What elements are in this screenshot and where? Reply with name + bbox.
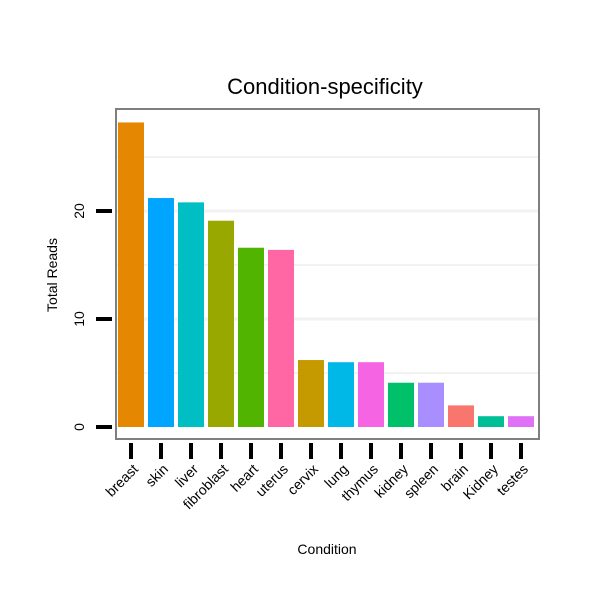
y-axis-label: Total Reads [44,238,60,312]
bar-testes [508,416,534,427]
bar-kidney [478,416,504,427]
bar-heart [238,247,264,427]
x-tick-label-uterus: uterus [252,461,291,500]
bar-liver [178,202,204,427]
x-tick-label-testes: testes [493,461,531,499]
x-tick-label-cervix: cervix [284,461,321,498]
plot-panel-border [115,108,540,440]
bar-kidney [388,382,414,427]
bar-lung [328,362,354,427]
y-tick-label-10: 10 [71,311,87,327]
x-tick-label-breast: breast [102,461,141,500]
bar-spleen [418,382,444,427]
bar-breast [118,122,144,427]
bar-brain [448,405,474,427]
x-tick-label-spleen: spleen [401,461,441,501]
bar-skin [148,198,174,427]
y-tick-label-20: 20 [71,203,87,219]
y-axis: 0 10 20 [71,203,112,431]
bar-thymus [358,362,384,427]
bar-uterus [268,249,294,427]
chart-title: Condition-specificity [227,74,423,99]
y-tick-label-0: 0 [71,423,87,431]
x-axis: breast skin liverfibroblastheartuteruscerv… [102,443,531,512]
x-tick-label-skin: skin [142,461,171,490]
bars [118,122,534,427]
bar-fibroblast [208,220,234,427]
bar-cervix [298,360,324,427]
x-axis-label: Condition [297,541,356,557]
